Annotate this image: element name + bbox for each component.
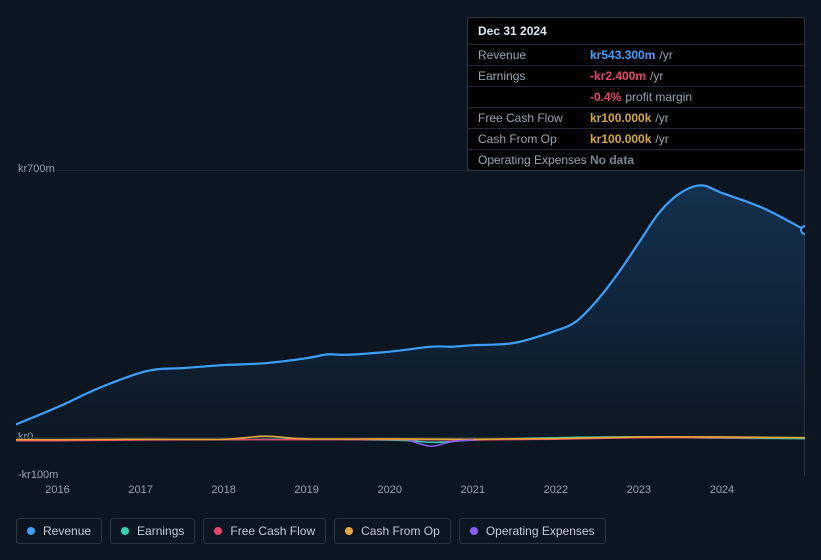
tooltip-date: Dec 31 2024: [468, 18, 804, 44]
legend: Revenue Earnings Free Cash Flow Cash From O…: [16, 518, 606, 544]
tooltip-row: Free Cash Flowkr100.000k/yr: [468, 107, 804, 128]
legend-item-free-cash-flow[interactable]: Free Cash Flow: [203, 518, 326, 544]
tooltip-row-unit: /yr: [655, 111, 668, 125]
x-axis-label: 2023: [627, 484, 651, 496]
tooltip-row: Cash From Opkr100.000k/yr: [468, 128, 804, 149]
tooltip-row-label: Operating Expenses: [478, 153, 590, 167]
tooltip-row-label: Earnings: [478, 69, 590, 83]
tooltip-row-value: -kr2.400m: [590, 69, 646, 83]
tooltip-row-unit: /yr: [650, 69, 663, 83]
x-axis-label: 2016: [45, 484, 69, 496]
tooltip-row-label: Free Cash Flow: [478, 111, 590, 125]
tooltip-row-label: Cash From Op: [478, 132, 590, 146]
tooltip-row-label: Revenue: [478, 48, 590, 62]
end-marker: [801, 226, 805, 234]
x-axis-label: 2022: [544, 484, 568, 496]
legend-dot-icon: [121, 527, 129, 535]
legend-label: Cash From Op: [361, 524, 440, 538]
legend-label: Revenue: [43, 524, 91, 538]
hover-tooltip: Dec 31 2024 Revenuekr543.300m/yrEarnings…: [467, 17, 805, 171]
x-axis-label: 2019: [294, 484, 318, 496]
tooltip-row-value: -0.4%: [590, 90, 621, 104]
tooltip-row-value: No data: [590, 153, 634, 167]
tooltip-row-value: kr543.300m: [590, 48, 655, 62]
x-axis: 2016 2017 2018 2019 2020 2021 2022 2023 2024: [16, 482, 805, 500]
legend-item-operating-expenses[interactable]: Operating Expenses: [459, 518, 606, 544]
x-axis-label: 2024: [710, 484, 734, 496]
legend-item-cash-from-op[interactable]: Cash From Op: [334, 518, 451, 544]
tooltip-row: Earnings-kr2.400m/yr: [468, 65, 804, 86]
legend-dot-icon: [27, 527, 35, 535]
financials-chart[interactable]: [16, 170, 805, 476]
x-axis-label: 2021: [461, 484, 485, 496]
legend-dot-icon: [345, 527, 353, 535]
legend-item-earnings[interactable]: Earnings: [110, 518, 195, 544]
legend-label: Operating Expenses: [486, 524, 595, 538]
tooltip-row-unit: /yr: [655, 132, 668, 146]
legend-dot-icon: [470, 527, 478, 535]
tooltip-row: Operating ExpensesNo data: [468, 149, 804, 170]
legend-label: Free Cash Flow: [230, 524, 315, 538]
legend-item-revenue[interactable]: Revenue: [16, 518, 102, 544]
tooltip-row-unit: /yr: [659, 48, 672, 62]
tooltip-row-value: kr100.000k: [590, 132, 651, 146]
legend-label: Earnings: [137, 524, 184, 538]
x-axis-label: 2017: [128, 484, 152, 496]
tooltip-row-unit: profit margin: [625, 90, 692, 104]
legend-dot-icon: [214, 527, 222, 535]
tooltip-row: -0.4% profit margin: [468, 86, 804, 107]
x-axis-label: 2018: [211, 484, 235, 496]
tooltip-row-value: kr100.000k: [590, 111, 651, 125]
x-axis-label: 2020: [377, 484, 401, 496]
tooltip-row: Revenuekr543.300m/yr: [468, 44, 804, 65]
